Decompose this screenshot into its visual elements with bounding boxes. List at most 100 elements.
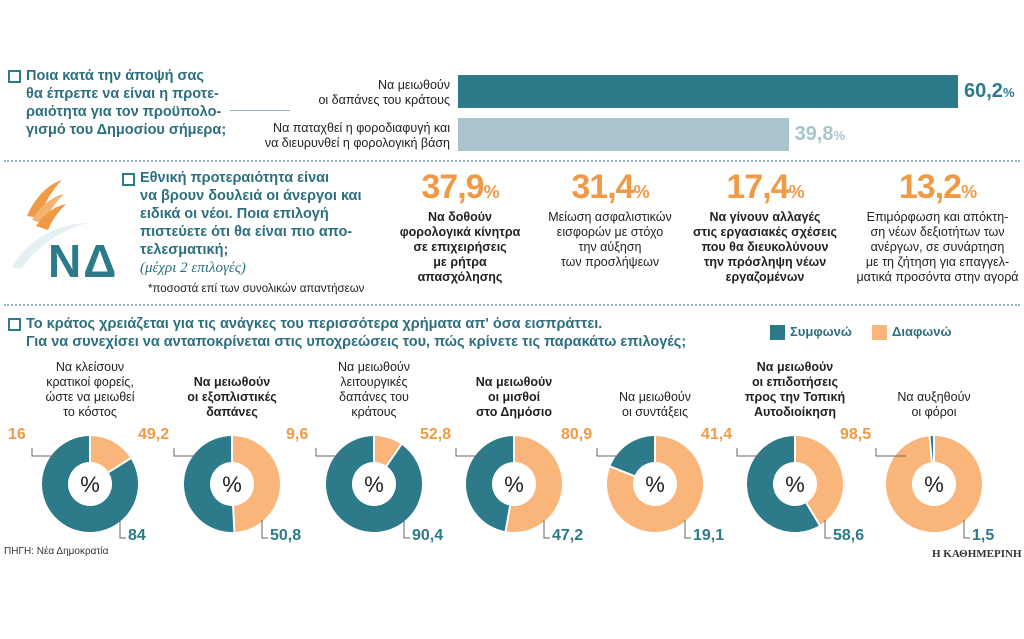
legend-label-disagree: Διαφωνώ: [892, 324, 952, 339]
donut-title: Να μειωθούν οι επιδοτήσεις προς την Τοπική…: [730, 360, 860, 420]
question-line: να βρουν δουλειά οι άνεργοι και: [140, 188, 362, 204]
stat-value: 37,9%: [395, 168, 525, 207]
nd-logo: ΝΔ: [2, 168, 120, 288]
donut-title-line: Να αυξηθούν: [897, 390, 971, 404]
donut-title: Να μειωθούν οι εξοπλιστικές δαπάνες: [167, 375, 297, 420]
stat-description-line: Να γίνουν αλλαγές: [709, 210, 821, 224]
footnote: *ποσοστά επί των συνολικών απαντήσεων: [148, 283, 365, 295]
donut-separator: [805, 502, 821, 526]
donut-title-line: οι εξοπλιστικές: [187, 390, 277, 404]
question-checkbox-icon: [8, 70, 21, 83]
donut-segment-agree: [326, 436, 423, 532]
donut-value-disagree: 16: [8, 426, 26, 443]
question-line: ειδικά οι νέοι. Ποια επιλογή: [140, 206, 329, 222]
donut-title-line: Να μειωθούν: [337, 360, 411, 374]
bar-tax-evasion: [458, 118, 789, 151]
donut-value-agree: 19,1: [693, 527, 725, 544]
leader-line-agree: [963, 520, 970, 539]
leader-line-agree: [261, 520, 268, 539]
donut-segment-agree: [929, 436, 934, 463]
stat-number: 17,4: [726, 168, 789, 206]
stat-description-line: ανέργων, σε συνάρτηση: [870, 240, 1005, 254]
question-line: πιστεύετε ότι θα είναι πιο απο-: [140, 224, 353, 240]
donut-segment-disagree: [90, 436, 131, 473]
donut-title-line: Αυτοδιοίκηση: [753, 405, 837, 419]
donut-value-agree: 50,8: [270, 527, 302, 544]
donut-title-line: κρατικοί φορείς,: [46, 375, 134, 389]
stat-description: Να δοθούν φορολογικά κίνητρα σε επιχειρήσε…: [395, 210, 525, 285]
donut-title-line: Να μειωθούν: [475, 375, 553, 389]
stat-description-line: εισφορών με στόχο: [556, 225, 664, 239]
donut-center-symbol: %: [504, 472, 524, 497]
donut-segment-disagree: [232, 436, 281, 532]
donut-title: Να αυξηθούν οι φόροι: [869, 390, 999, 420]
donut-title-line: δαπάνες: [206, 405, 258, 419]
bar-label-1: Να μειωθούν οι δαπάνες του κράτους: [200, 78, 450, 108]
stat-unit: %: [633, 182, 650, 202]
donut-title-line: δαπάνες του: [339, 390, 409, 404]
stat-description: Επιμόρφωση και απόκτη-ση νέων δεξιοτήτων…: [855, 210, 1020, 285]
stat-number: 37,9: [421, 168, 484, 206]
stat-value: 17,4%: [690, 168, 840, 207]
section2-question: Εθνική προτεραιότητα είναι να βρουν δουλ…: [140, 169, 385, 277]
donut-title: Να κλείσουν κρατικοί φορείς, ώστε να μειωθ…: [25, 360, 155, 420]
donut-separator: [928, 436, 933, 463]
question-line: Εθνική προτεραιότητα είναι: [140, 170, 330, 186]
section1-question: Ποια κατά την άποψή σας θα έπρεπε να είν…: [26, 67, 256, 139]
donut-center-symbol: %: [785, 472, 805, 497]
bar-label-line: οι δαπάνες του κράτους: [318, 93, 450, 107]
donut-value-disagree: 80,9: [561, 426, 593, 443]
bar-label-line: Να μειωθούν: [377, 78, 450, 92]
stat-description-line: Μείωση ασφαλιστικών: [548, 210, 672, 224]
donut-segment-disagree: [606, 436, 704, 533]
stat-description-line: ση νέων δεξιοτήτων των: [870, 225, 1005, 239]
leader-line-disagree: [596, 448, 627, 457]
donut-title-line: λειτουργικές: [340, 375, 408, 389]
leader-line-disagree: [736, 448, 767, 457]
leader-line-agree: [684, 520, 691, 539]
question-underline: [230, 110, 290, 111]
donut-value-agree: 84: [128, 527, 146, 544]
publisher-credit: Η ΚΑΘΗΜΕΡΙΝΗ: [932, 548, 1022, 560]
stat-description-line: την πρόσληψη νέων: [703, 255, 827, 269]
question-line: τελεσματική;: [140, 242, 229, 258]
stat-description-line: την αύξηση: [578, 240, 642, 254]
question-checkbox-icon: [122, 173, 135, 186]
bar-value-1: 60,2%: [964, 80, 1015, 102]
leader-line-disagree: [173, 448, 204, 457]
donut-value-disagree: 98,5: [840, 426, 872, 443]
leader-line-disagree: [315, 448, 346, 457]
source-note: ΠΗΓΗ: Νέα Δημοκρατία: [4, 546, 109, 557]
donut-title-line: οι επιδοτήσεις: [751, 375, 839, 389]
donut-separator: [385, 443, 403, 467]
stat-description-line: στις εργασιακές σχέσεις: [692, 225, 837, 239]
donut-value-agree: 1,5: [972, 527, 995, 544]
leader-line-agree: [824, 520, 831, 539]
legend-swatch-disagree: [872, 325, 887, 340]
leader-line-agree: [403, 520, 410, 539]
donut-segment-disagree: [885, 436, 982, 532]
stat-unit: %: [483, 182, 500, 202]
donut-title: Να μειωθούν οι συντάξεις: [590, 390, 720, 420]
question-line: ραιότητα για τον προϋπολο-: [26, 104, 222, 120]
donut-title-line: Να κλείσουν: [55, 360, 125, 374]
divider: [4, 304, 1020, 306]
donut-segment-agree: [184, 436, 235, 532]
donut-value-disagree: 41,4: [701, 426, 733, 443]
stat-unit: %: [788, 182, 805, 202]
nd-logo-text: ΝΔ: [48, 235, 119, 287]
bar-label-line: να διευρυνθεί η φορολογική βάση: [264, 136, 450, 150]
donut-separator: [108, 457, 132, 474]
donut-segment-agree: [42, 436, 139, 533]
question-note: (μέχρι 2 επιλογές): [140, 260, 246, 276]
donut-segment-disagree: [795, 436, 843, 526]
donut-title-line: ώστε να μειωθεί: [45, 390, 135, 404]
stat-value: 13,2%: [855, 168, 1020, 207]
question-line: Για να συνεχίσει να ανταποκρίνεται στις …: [26, 334, 687, 350]
divider: [4, 160, 1020, 162]
donut-center-symbol: %: [222, 472, 242, 497]
stat-number: 13,2: [898, 168, 962, 206]
stat-description: Μείωση ασφαλιστικών εισφορών με στόχο την …: [540, 210, 680, 270]
question-line: Ποια κατά την άποψή σας: [26, 68, 204, 84]
donut-title-line: οι συντάξεις: [622, 405, 688, 419]
